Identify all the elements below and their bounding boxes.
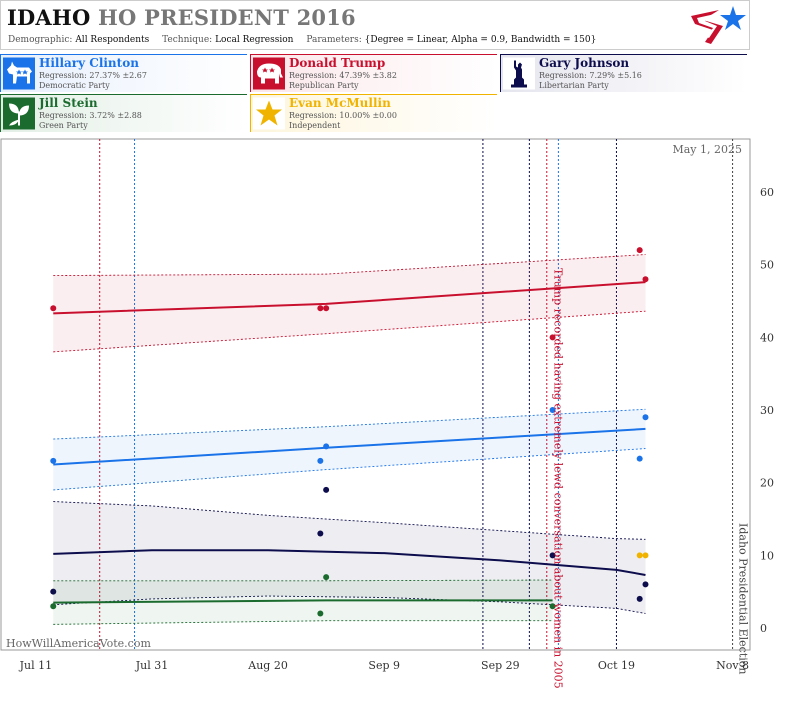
poll-point <box>636 552 643 559</box>
poll-point <box>317 610 324 617</box>
candidate-card-johnson[interactable]: Gary Johnson Regression: 7.29% ±5.16 Lib… <box>500 54 747 92</box>
band-upper <box>53 579 553 582</box>
watermark: HowWillAmericaVote.com <box>6 637 151 650</box>
candidate-name: Donald Trump <box>289 56 386 70</box>
elephant-icon <box>253 57 285 90</box>
confidence-band <box>53 501 646 614</box>
band-upper <box>53 408 646 440</box>
poll-point <box>636 455 643 462</box>
technique-value: Local Regression <box>215 35 294 45</box>
technique-label: Technique: <box>162 35 213 45</box>
poll-point <box>549 407 556 413</box>
parameters-label: Parameters: <box>306 35 362 45</box>
regression-line <box>53 281 646 315</box>
candidate-name: Evan McMullin <box>289 96 391 110</box>
poll-point <box>549 552 556 559</box>
band-lower <box>53 448 646 491</box>
candidate-card-stein[interactable]: Jill Stein Regression: 3.72% ±2.88 Green… <box>0 94 247 132</box>
poll-point <box>642 414 649 421</box>
x-tick-label: Jul 31 <box>135 659 169 672</box>
y-tick-label: 10 <box>760 549 774 562</box>
x-tick-label: Oct 19 <box>598 659 635 672</box>
band-upper <box>53 501 646 540</box>
race-title: HO PRESIDENT 2016 <box>97 5 356 30</box>
site-logo-icon <box>691 6 746 44</box>
candidate-regression: Regression: 10.00% ±0.00 <box>289 111 397 120</box>
candidate-regression: Regression: 47.39% ±3.82 <box>289 71 397 80</box>
poll-point <box>50 603 57 610</box>
star-icon <box>253 97 285 130</box>
poll-point <box>323 305 330 312</box>
poll-point <box>317 305 324 312</box>
statue-of-liberty-icon <box>503 57 535 90</box>
poll-point <box>549 334 556 341</box>
poll-point <box>549 603 556 610</box>
y-tick-label: 40 <box>760 331 774 344</box>
x-tick-label: Nov 8 <box>716 659 749 672</box>
date-label: May 1, 2025 <box>672 143 742 156</box>
y-tick-label: 50 <box>760 259 774 272</box>
annotation-text: Idaho Presidential Election <box>737 523 750 675</box>
band-upper <box>53 254 646 277</box>
y-tick-label: 60 <box>760 186 774 199</box>
page-header: IDAHO HO PRESIDENT 2016 Demographic: All… <box>0 0 750 50</box>
x-tick-label: Jul 11 <box>19 659 53 672</box>
x-tick-label: Sep 9 <box>368 659 400 672</box>
poll-point <box>642 552 649 559</box>
page-title: IDAHO HO PRESIDENT 2016 <box>7 5 356 30</box>
candidate-regression: Regression: 27.37% ±2.67 <box>39 71 147 80</box>
band-lower <box>53 310 646 353</box>
band-lower <box>53 620 553 625</box>
poll-point <box>50 588 57 595</box>
poll-point <box>50 457 57 464</box>
poll-point <box>323 443 330 450</box>
candidate-card-clinton[interactable]: Hillary Clinton Regression: 27.37% ±2.67… <box>0 54 247 92</box>
candidate-party: Independent <box>289 121 341 130</box>
candidate-regression: Regression: 7.29% ±5.16 <box>539 71 642 80</box>
regression-line <box>53 599 553 604</box>
demographic-label: Demographic: <box>8 35 73 45</box>
candidate-name: Jill Stein <box>39 96 98 110</box>
parameters-line: Demographic: All Respondents Technique: … <box>8 35 606 45</box>
poll-point <box>636 595 643 602</box>
poll-point <box>50 305 57 312</box>
candidate-card-mcmullin[interactable]: Evan McMullin Regression: 10.00% ±0.00 I… <box>250 94 497 132</box>
y-tick-label: 20 <box>760 477 774 490</box>
parameters-value: {Degree = Linear, Alpha = 0.9, Bandwidth… <box>364 35 597 45</box>
candidate-name: Gary Johnson <box>539 56 630 70</box>
candidate-party: Republican Party <box>289 81 359 90</box>
confidence-band <box>53 580 553 625</box>
poll-point <box>323 574 330 581</box>
regression-chart: Trump recorded having extremely lewd con… <box>0 138 774 689</box>
candidate-name: Hillary Clinton <box>39 56 139 70</box>
chart-area: Trump recorded having extremely lewd con… <box>0 138 789 704</box>
candidate-party: Democratic Party <box>39 81 110 90</box>
candidate-regression: Regression: 3.72% ±2.88 <box>39 111 142 120</box>
regression-line <box>53 549 646 576</box>
demographic-value: All Respondents <box>75 35 150 45</box>
green-plant-icon <box>3 97 35 130</box>
candidate-card-trump[interactable]: Donald Trump Regression: 47.39% ±3.82 Re… <box>250 54 497 92</box>
donkey-icon <box>3 57 35 90</box>
plot-frame <box>0 138 751 651</box>
x-tick-label: Aug 20 <box>247 659 288 672</box>
annotation-text: Trump recorded having extremely lewd con… <box>552 268 565 689</box>
poll-point <box>317 457 324 464</box>
y-tick-label: 0 <box>760 622 767 635</box>
confidence-band <box>53 409 646 490</box>
poll-point <box>642 276 649 283</box>
poll-point <box>323 486 330 493</box>
poll-point <box>636 247 643 254</box>
poll-point <box>642 581 649 588</box>
poll-point <box>317 530 324 537</box>
x-tick-label: Sep 29 <box>481 659 520 672</box>
y-tick-label: 30 <box>760 404 774 417</box>
state-name: IDAHO <box>7 5 91 30</box>
candidate-party: Libertarian Party <box>539 81 609 90</box>
candidate-party: Green Party <box>39 121 88 130</box>
